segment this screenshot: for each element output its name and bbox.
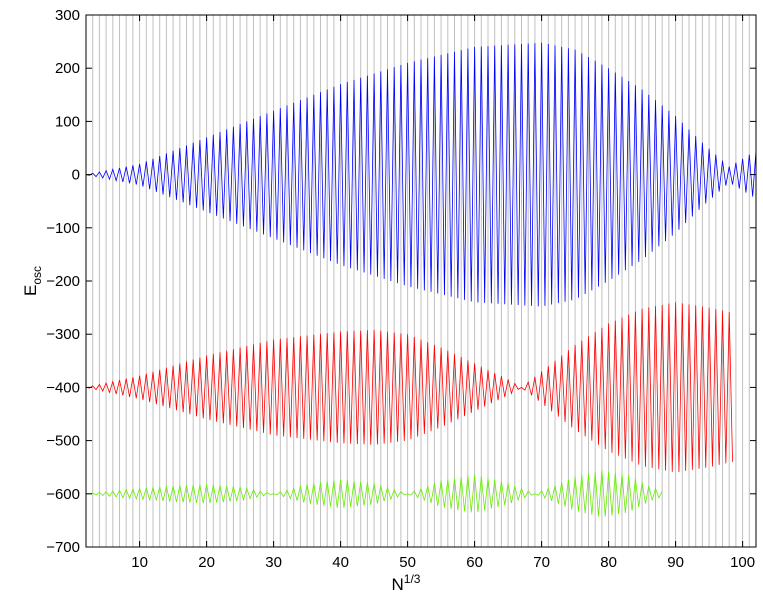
series-1-line: [86, 42, 756, 307]
x-tick-label: 70: [533, 554, 550, 571]
x-tick-label: 20: [198, 554, 215, 571]
x-axis-title-superscript: 1/3: [404, 572, 421, 586]
x-axis-title: N1/3: [392, 572, 421, 594]
series-2-line: [86, 302, 733, 472]
y-axis-title-subscript: osc: [30, 266, 44, 285]
x-tick-label: 50: [399, 554, 416, 571]
y-axis-title: Eosc: [21, 266, 44, 296]
y-tick-label: 0: [72, 167, 80, 184]
x-tick-label: 10: [131, 554, 148, 571]
x-tick-label: 60: [466, 554, 483, 571]
y-tick-label: −500: [46, 433, 80, 450]
series-3-line: [86, 470, 663, 517]
grid: [86, 15, 756, 547]
y-tick-label: −100: [46, 220, 80, 237]
y-tick-label: −600: [46, 486, 80, 503]
x-tick-label: 100: [730, 554, 755, 571]
x-tick-label: 40: [332, 554, 349, 571]
y-tick-label: −700: [46, 539, 80, 556]
y-tick-label: −200: [46, 273, 80, 290]
series-layer: [86, 42, 756, 517]
y-axis-title-base: E: [21, 285, 40, 296]
x-tick-label: 90: [667, 554, 684, 571]
x-tick-label: 30: [265, 554, 282, 571]
y-tick-label: 100: [55, 113, 80, 130]
x-tick-label: 80: [600, 554, 617, 571]
y-tick-label: −300: [46, 326, 80, 343]
y-tick-label: −400: [46, 379, 80, 396]
y-tick-label: 200: [55, 60, 80, 77]
ticks: 10 20 30 40 50 60 70 80 90 100 −700 −600 −500 −400 −30…: [46, 7, 756, 571]
x-axis-title-base: N: [392, 575, 404, 594]
y-tick-label: 300: [55, 7, 80, 24]
